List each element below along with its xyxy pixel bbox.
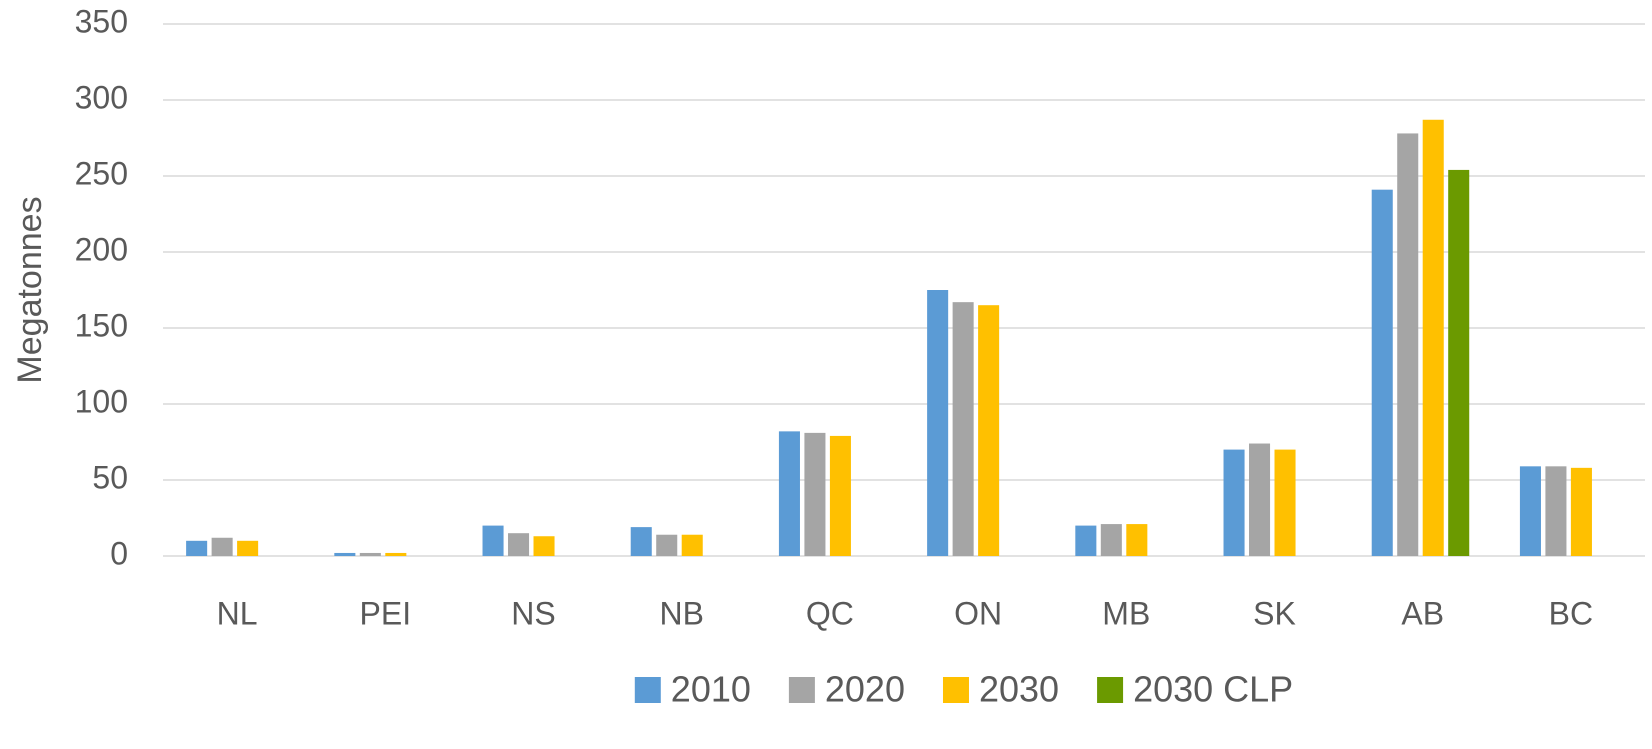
y-tick-label: 250 xyxy=(75,155,128,191)
bar xyxy=(1100,524,1122,556)
bar xyxy=(1448,169,1470,557)
y-axis-title: Megatonnes xyxy=(11,196,49,383)
legend-label: 2010 xyxy=(671,669,751,710)
bar xyxy=(1075,525,1097,556)
bar xyxy=(1519,466,1541,556)
y-tick-label: 0 xyxy=(110,535,128,571)
y-tick-label: 100 xyxy=(75,383,128,419)
x-tick-label: BC xyxy=(1549,595,1593,631)
bar xyxy=(656,534,678,556)
x-tick-label: NL xyxy=(217,595,258,631)
legend-label: 2020 xyxy=(825,669,905,710)
x-tick-label: NS xyxy=(511,595,555,631)
bar xyxy=(334,552,356,556)
legend-label: 2030 xyxy=(979,669,1059,710)
bar xyxy=(681,534,703,556)
bar xyxy=(952,302,974,556)
y-tick-label: 50 xyxy=(92,459,128,495)
bar xyxy=(829,435,851,556)
bar xyxy=(211,537,233,556)
legend-swatch xyxy=(788,677,815,703)
x-tick-label: AB xyxy=(1401,595,1444,631)
legend-swatch xyxy=(634,677,661,703)
bar xyxy=(1249,443,1271,556)
bar xyxy=(1223,449,1245,556)
bar xyxy=(1274,449,1296,556)
bar xyxy=(1545,466,1567,556)
x-tick-label: ON xyxy=(954,595,1002,631)
bar xyxy=(385,552,407,556)
bar xyxy=(482,525,504,556)
bar xyxy=(1570,467,1592,556)
x-tick-label: PEI xyxy=(360,595,412,631)
bar xyxy=(778,431,800,556)
bar xyxy=(186,540,208,556)
bar xyxy=(927,290,949,556)
bar xyxy=(508,533,530,556)
bar xyxy=(359,552,381,556)
x-tick-label: SK xyxy=(1253,595,1296,631)
legend-swatch xyxy=(1097,677,1124,703)
bar xyxy=(1397,133,1419,556)
bar xyxy=(804,432,826,556)
bar xyxy=(630,527,652,556)
y-tick-label: 200 xyxy=(75,231,128,267)
x-tick-label: MB xyxy=(1102,595,1150,631)
bar xyxy=(237,540,259,556)
x-tick-label: QC xyxy=(806,595,854,631)
bar xyxy=(533,536,555,556)
y-tick-label: 150 xyxy=(75,307,128,343)
x-tick-label: NB xyxy=(659,595,703,631)
legend-label: 2030 CLP xyxy=(1133,669,1293,710)
bar xyxy=(1126,524,1148,556)
y-tick-label: 350 xyxy=(75,3,128,39)
bar xyxy=(978,305,1000,556)
legend-swatch xyxy=(942,677,969,703)
bar xyxy=(1371,189,1393,556)
y-tick-label: 300 xyxy=(75,79,128,115)
bar xyxy=(1422,119,1444,556)
